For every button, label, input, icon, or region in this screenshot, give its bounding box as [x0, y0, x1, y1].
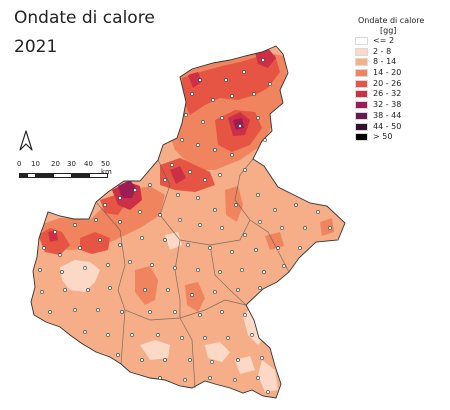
- legend-label: <= 2: [373, 36, 395, 45]
- legend-title: Ondate di calore: [358, 16, 425, 25]
- map-title: Ondate di calore: [14, 8, 155, 28]
- legend-swatch: [355, 101, 368, 110]
- legend-label: 32 - 38: [373, 100, 402, 110]
- legend-swatch: [355, 122, 368, 131]
- scale-segment: [53, 173, 72, 178]
- legend-label: 38 - 44: [373, 110, 402, 120]
- scale-tick-label: 20: [51, 160, 60, 168]
- scale-segment: [71, 173, 90, 178]
- north-arrow-icon: [18, 130, 34, 156]
- legend-swatch: [355, 133, 368, 142]
- legend-swatch: [355, 90, 368, 99]
- legend-label: 44 - 50: [373, 121, 402, 131]
- map-year: 2021: [14, 37, 58, 57]
- scale-tick-label: 50 km: [101, 160, 112, 176]
- legend-label: 8 - 14: [373, 57, 397, 67]
- scale-segment: [35, 173, 54, 178]
- legend-label: 20 - 26: [373, 78, 402, 88]
- scale-tick-label: 40: [84, 160, 93, 168]
- scale-tick-label: 0: [17, 160, 22, 168]
- legend-label: > 50: [373, 132, 393, 142]
- legend-label: 2 - 8: [373, 46, 392, 56]
- legend-label: 26 - 32: [373, 89, 402, 99]
- legend-swatch: [355, 37, 368, 45]
- legend-unit: [gg]: [380, 26, 397, 35]
- legend-swatch: [355, 47, 368, 56]
- scale-tick-label: 30: [67, 160, 76, 168]
- scale-tick-label: 10: [31, 160, 40, 168]
- legend-swatch: [355, 111, 368, 120]
- scale-segment: [89, 173, 108, 178]
- legend-swatch: [355, 69, 368, 78]
- legend-label: 14 - 20: [373, 68, 402, 78]
- legend-swatch: [355, 79, 368, 88]
- legend-swatch: [355, 58, 368, 67]
